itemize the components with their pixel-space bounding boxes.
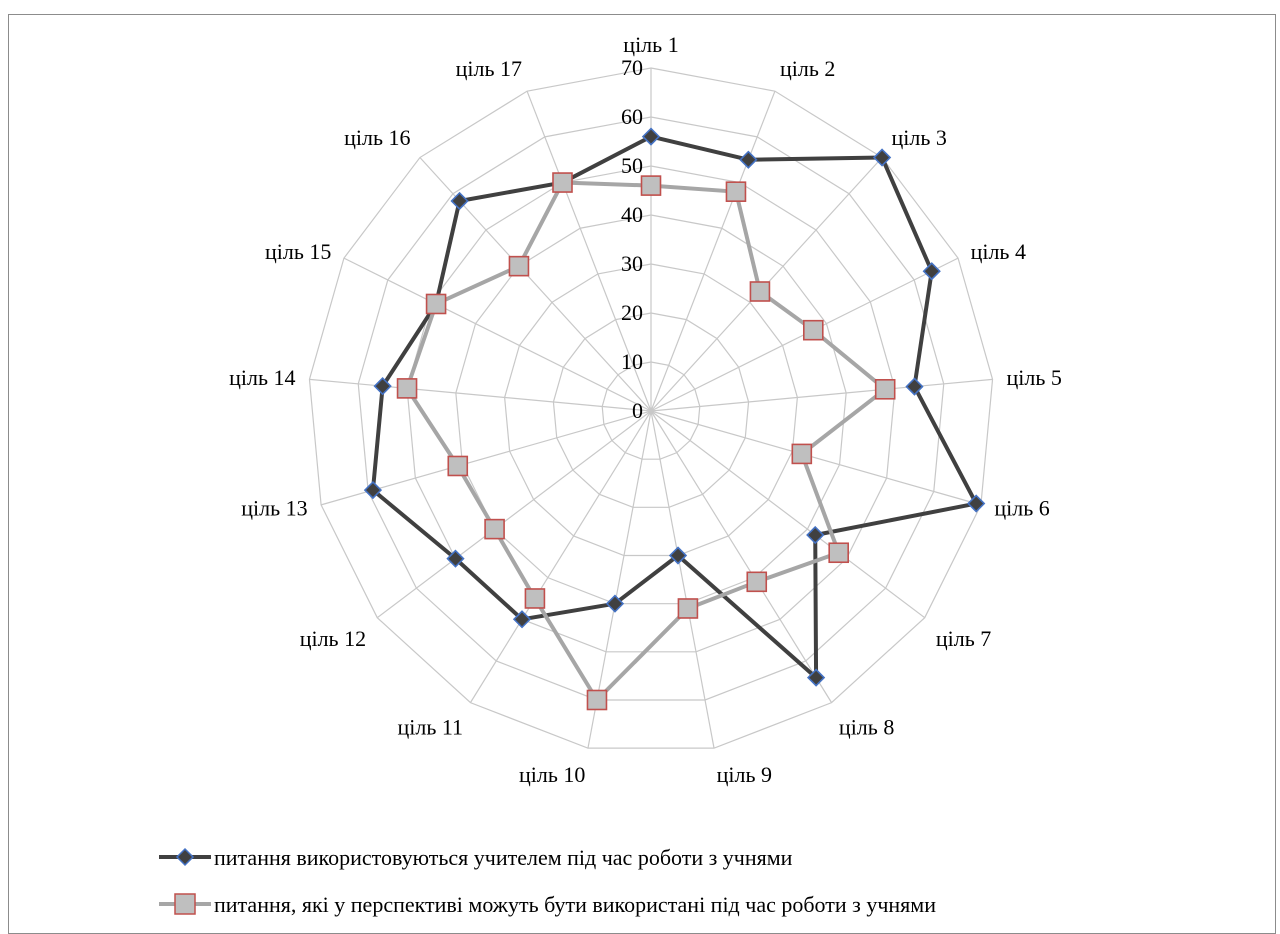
spoke-14 — [309, 378, 652, 412]
series-2-point-11 — [524, 588, 546, 609]
tick-label-20: 20 — [621, 300, 643, 325]
category-label-2: ціль 2 — [780, 56, 835, 81]
series-line-2 — [405, 180, 888, 702]
category-label-15: ціль 15 — [265, 239, 331, 264]
series-1-point-14 — [373, 377, 392, 396]
series-1-point-2 — [739, 150, 758, 169]
series-2 — [396, 172, 896, 711]
category-label-3: ціль 3 — [892, 125, 947, 150]
radar-chart: 0 10 20 30 40 50 60 70 ціль 1 ціль 2 ціль 3 ціль 4… — [159, 32, 1062, 917]
tick-layer: 0 10 20 30 40 50 60 70 — [621, 55, 643, 423]
spoke-8 — [650, 410, 833, 703]
series-2-point-15 — [425, 293, 447, 315]
spoke-6 — [650, 410, 982, 506]
series-2-point-3 — [749, 281, 771, 302]
spoke-17 — [526, 90, 652, 412]
category-label-17: ціль 17 — [456, 56, 522, 81]
series-1-point-16 — [450, 191, 469, 211]
series-line-1 — [370, 134, 979, 680]
series-1-point-4 — [922, 262, 941, 281]
category-label-4: ціль 4 — [971, 239, 1026, 264]
category-label-6: ціль 6 — [994, 496, 1049, 521]
series-1 — [363, 127, 986, 687]
spoke-9 — [650, 410, 715, 749]
spoke-5 — [650, 378, 993, 412]
series-2-point-13 — [447, 455, 469, 477]
series-2-point-16 — [508, 255, 530, 277]
series-2-point-1 — [640, 175, 662, 196]
category-label-12: ціль 12 — [300, 626, 366, 651]
grid-ring-20 — [552, 312, 750, 508]
category-label-8: ціль 8 — [839, 715, 894, 740]
tick-label-60: 60 — [621, 104, 643, 129]
series-2-point-6 — [791, 443, 813, 465]
legend-label-1: питання використовуються учителем під ча… — [214, 845, 793, 870]
series-1-point-7 — [806, 525, 825, 545]
series-2-point-2 — [725, 181, 747, 202]
category-label-13: ціль 13 — [241, 496, 307, 521]
category-label-7: ціль 7 — [936, 626, 991, 651]
spoke-11 — [469, 410, 652, 703]
category-label-10: ціль 10 — [519, 762, 585, 787]
legend-label-2: питання, які у перспективі можуть бути в… — [214, 892, 936, 917]
series-2-point-14 — [396, 378, 418, 399]
series-2-point-9 — [677, 598, 699, 619]
series-2-point-10 — [586, 689, 608, 711]
series-2-point-8 — [746, 571, 768, 593]
tick-label-30: 30 — [621, 251, 643, 276]
grid-ring-70 — [308, 67, 994, 749]
series-2-point-5 — [874, 378, 896, 400]
tick-label-70: 70 — [621, 55, 643, 80]
grid-ring-40 — [455, 214, 847, 605]
series-1-point-11 — [512, 610, 532, 629]
category-label-16: ціль 16 — [344, 125, 410, 150]
category-label-5: ціль 5 — [1006, 365, 1061, 390]
series-1-point-5 — [905, 377, 924, 396]
category-label-1: ціль 1 — [623, 32, 678, 57]
tick-label-10: 10 — [621, 349, 643, 374]
legend-marker-2 — [174, 893, 196, 915]
series-layer — [363, 127, 986, 711]
spoke-12 — [376, 410, 652, 619]
tick-label-50: 50 — [621, 153, 643, 178]
series-1-point-6 — [967, 494, 986, 513]
series-2-point-7 — [828, 542, 849, 564]
spoke-7 — [650, 410, 926, 619]
series-1-point-9 — [668, 546, 688, 565]
series-2-point-17 — [552, 172, 573, 193]
chart-frame: 0 10 20 30 40 50 60 70 ціль 1 ціль 2 ціль 3 ціль 4… — [8, 14, 1276, 934]
legend-item-1: питання використовуються учителем під ча… — [159, 845, 793, 870]
legend-item-2: питання, які у перспективі можуть бути в… — [159, 892, 936, 917]
series-1-point-10 — [605, 594, 625, 613]
legend-marker-1 — [175, 847, 195, 867]
spoke-2 — [650, 90, 776, 412]
spoke-16 — [419, 157, 652, 412]
series-1-point-1 — [641, 127, 661, 146]
series-1-point-3 — [872, 148, 892, 167]
series-1-point-8 — [806, 668, 826, 687]
tick-label-40: 40 — [621, 202, 643, 227]
spoke-15 — [343, 257, 652, 412]
category-label-9: ціль 9 — [717, 762, 772, 787]
grid-ring-30 — [504, 263, 798, 557]
category-labels: ціль 1 ціль 2 ціль 3 ціль 4 ціль 5 ціль 6 ціль… — [229, 32, 1062, 787]
category-label-11: ціль 11 — [397, 715, 463, 740]
legend: питання використовуються учителем під ча… — [159, 845, 936, 917]
series-1-point-13 — [363, 480, 383, 500]
series-2-point-4 — [802, 319, 824, 341]
grid-ring-60 — [357, 116, 945, 701]
category-label-14: ціль 14 — [229, 365, 295, 390]
grid-ring-10 — [601, 361, 701, 460]
series-2-point-12 — [484, 518, 505, 540]
tick-label-0: 0 — [632, 398, 643, 423]
series-1-point-12 — [446, 549, 465, 568]
